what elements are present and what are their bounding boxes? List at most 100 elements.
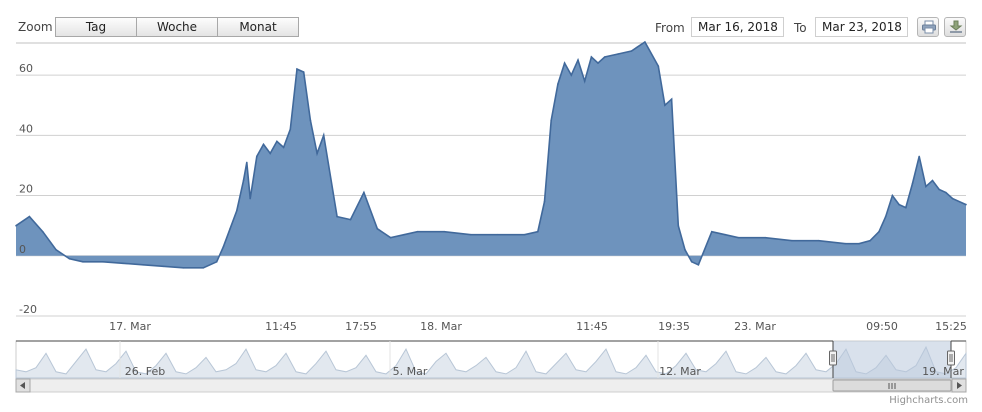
- data-point: [376, 227, 379, 230]
- data-point: [389, 236, 392, 239]
- data-point: [697, 264, 700, 266]
- data-point: [657, 65, 660, 67]
- data-point: [215, 261, 218, 263]
- data-point: [884, 215, 887, 218]
- navigator-label: 19. Mar: [922, 365, 964, 378]
- scrollbar-thumb: [832, 379, 952, 392]
- from-date-input[interactable]: Mar 16, 2018: [691, 17, 784, 37]
- zoom-woche-button[interactable]: Woche: [136, 17, 218, 37]
- zoom-tag-button[interactable]: Tag: [55, 17, 137, 37]
- data-point: [557, 83, 559, 85]
- zoom-button-group: Tag Woche Monat: [55, 17, 299, 37]
- y-tick-label: 20: [19, 183, 33, 196]
- data-point: [470, 233, 472, 236]
- data-point: [42, 230, 44, 233]
- to-date-input[interactable]: Mar 23, 2018: [815, 17, 908, 37]
- data-point: [242, 179, 245, 182]
- y-axis-labels: -20 0 20 40 60: [19, 62, 37, 316]
- data-point: [309, 119, 312, 122]
- data-point: [911, 182, 914, 185]
- data-point: [550, 119, 552, 122]
- data-point: [617, 53, 619, 55]
- data-point: [102, 261, 104, 263]
- data-point: [945, 191, 947, 194]
- export-button[interactable]: [944, 17, 966, 37]
- data-point: [590, 56, 593, 58]
- scroll-left-button: [15, 378, 31, 393]
- data-point: [296, 68, 298, 70]
- y-tick-label: -20: [19, 303, 37, 316]
- data-point: [255, 155, 258, 158]
- data-point: [222, 245, 225, 248]
- data-point: [931, 179, 934, 182]
- grid-lines: [16, 74, 966, 317]
- data-point: [322, 134, 325, 137]
- data-point: [276, 140, 278, 143]
- data-point: [644, 41, 646, 43]
- series-area-fill: [16, 42, 966, 268]
- print-button[interactable]: [917, 17, 939, 37]
- data-point: [603, 56, 606, 58]
- data-point: [878, 230, 880, 233]
- data-point: [162, 265, 164, 268]
- y-tick-label: 60: [19, 62, 33, 75]
- data-point: [336, 215, 338, 218]
- data-point: [443, 230, 446, 233]
- data-point: [764, 236, 767, 239]
- navigator-handle: [947, 350, 955, 366]
- x-axis-labels: 17. Mar 11:45 17:55 18. Mar 11:45 19:35 23. Ma…: [109, 320, 967, 333]
- data-point: [938, 188, 940, 191]
- series-area: [15, 40, 967, 269]
- to-label: To: [794, 21, 807, 35]
- navigator-label: 12. Mar: [659, 365, 701, 378]
- data-point: [711, 230, 713, 233]
- data-point: [684, 249, 686, 251]
- data-point: [122, 262, 124, 265]
- data-point: [543, 200, 546, 203]
- navigator-label: 26. Feb: [125, 365, 165, 378]
- highcharts-credits[interactable]: Highcharts.com: [889, 395, 968, 406]
- x-tick-label: 17. Mar: [109, 320, 151, 333]
- data-point: [282, 146, 285, 149]
- data-point: [925, 185, 927, 188]
- data-point: [583, 80, 586, 82]
- data-point: [55, 249, 57, 251]
- data-point: [537, 230, 539, 233]
- data-point: [724, 233, 726, 236]
- x-tick-label: 19:35: [658, 320, 690, 333]
- data-point: [363, 191, 365, 194]
- x-tick-label: 23. Mar: [734, 320, 776, 333]
- data-point: [965, 203, 967, 206]
- data-point: [858, 242, 860, 245]
- navigator-handle: [829, 350, 837, 366]
- arrow-left-icon: [20, 382, 25, 389]
- data-point: [891, 194, 894, 197]
- zoom-monat-button[interactable]: Monat: [217, 17, 299, 37]
- y-tick-label: 0: [19, 243, 26, 256]
- data-point: [791, 239, 793, 242]
- data-point: [951, 197, 954, 200]
- data-point: [246, 161, 248, 164]
- series-line: [15, 40, 967, 269]
- data-point: [236, 209, 238, 212]
- x-tick-label: 15:25: [935, 320, 967, 333]
- data-point: [898, 203, 900, 206]
- download-icon: [949, 20, 963, 33]
- navigator: 26. Feb 5. Mar 12. Mar 19. Mar: [15, 340, 967, 393]
- data-point: [302, 71, 305, 73]
- y-tick-label: 40: [19, 122, 33, 135]
- scrollbar-track: [15, 378, 967, 393]
- zoom-label: Zoom: [18, 20, 53, 34]
- data-point: [316, 152, 318, 155]
- data-point: [818, 239, 820, 242]
- navigator-label: 5. Mar: [393, 365, 428, 378]
- data-point: [269, 152, 272, 155]
- data-point: [563, 62, 566, 64]
- navigator-frame: [15, 340, 967, 379]
- data-point: [68, 258, 71, 260]
- scroll-right-button: [951, 378, 967, 393]
- arrow-right-icon: [957, 382, 962, 389]
- data-point: [664, 104, 666, 106]
- data-point: [289, 128, 292, 131]
